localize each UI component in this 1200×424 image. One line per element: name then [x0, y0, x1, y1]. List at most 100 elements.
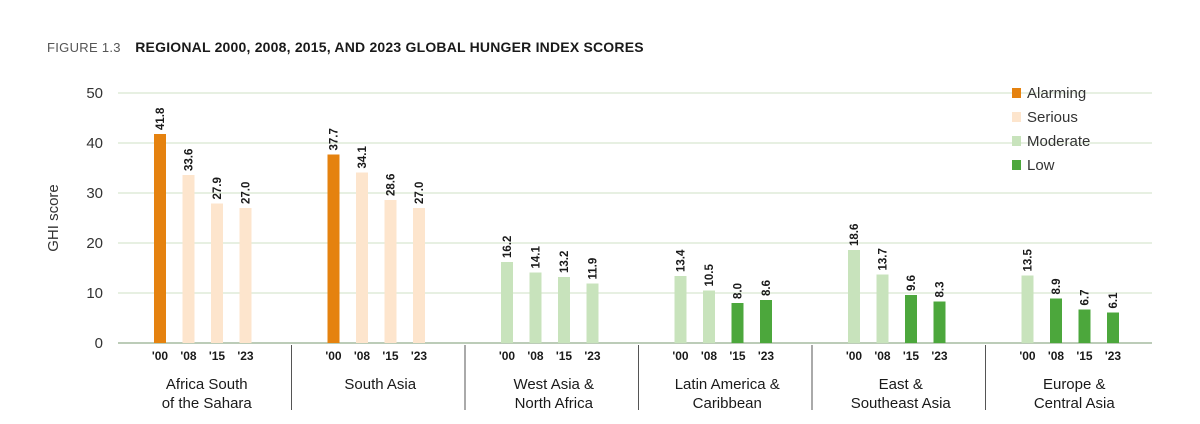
bar — [703, 290, 715, 343]
group-label: Central Asia — [1034, 395, 1116, 412]
x-year-label: '00 — [152, 349, 169, 363]
bar — [1078, 309, 1091, 343]
bar — [674, 276, 687, 343]
bar — [529, 272, 542, 343]
y-tick-label: 20 — [86, 235, 103, 252]
x-year-label: '08 — [1048, 349, 1065, 363]
legend-swatch — [1012, 136, 1021, 146]
bar — [848, 250, 860, 343]
y-tick-label: 10 — [86, 285, 103, 302]
bar — [731, 303, 744, 343]
bar — [933, 301, 946, 343]
data-label: 8.6 — [761, 280, 773, 296]
bar — [876, 274, 889, 343]
bar — [182, 175, 195, 343]
data-label: 37.7 — [329, 128, 341, 150]
legend-label: Serious — [1027, 109, 1078, 126]
bar — [413, 208, 425, 343]
data-label: 34.1 — [357, 146, 369, 169]
x-year-label: '08 — [354, 349, 371, 363]
x-year-label: '15 — [382, 349, 399, 363]
data-label: 6.7 — [1080, 290, 1092, 306]
bar — [760, 300, 772, 343]
bar — [154, 134, 166, 343]
group-label: South Asia — [344, 376, 416, 393]
data-label: 18.6 — [849, 224, 861, 246]
bar — [905, 295, 917, 343]
group-label: Europe & — [1043, 376, 1106, 393]
x-year-label: '08 — [180, 349, 197, 363]
data-label: 28.6 — [386, 174, 398, 196]
bar — [211, 203, 223, 343]
data-label: 16.2 — [502, 236, 514, 258]
x-year-label: '23 — [1105, 349, 1122, 363]
bar — [356, 172, 368, 343]
x-year-label: '23 — [237, 349, 254, 363]
figure-title: REGIONAL 2000, 2008, 2015, AND 2023 GLOB… — [135, 39, 644, 55]
x-year-label: '08 — [527, 349, 544, 363]
x-year-label: '08 — [701, 349, 718, 363]
figure-title-row: FIGURE 1.3 REGIONAL 2000, 2008, 2015, AN… — [47, 39, 644, 57]
data-label: 9.6 — [906, 275, 918, 291]
x-year-label: '23 — [931, 349, 948, 363]
data-label: 27.0 — [241, 182, 253, 204]
y-tick-label: 40 — [86, 135, 103, 152]
y-tick-label: 0 — [95, 335, 103, 352]
data-label: 10.5 — [704, 264, 716, 287]
y-tick-label: 50 — [86, 85, 103, 102]
x-year-label: '15 — [1076, 349, 1093, 363]
bar — [1021, 275, 1034, 343]
legend-swatch — [1012, 112, 1021, 122]
x-year-label: '15 — [903, 349, 920, 363]
group-label: East & — [879, 376, 923, 393]
bar — [586, 283, 599, 343]
bar — [501, 262, 513, 343]
x-year-label: '00 — [1019, 349, 1036, 363]
data-label: 27.0 — [414, 182, 426, 204]
data-label: 13.2 — [559, 251, 571, 273]
data-label: 27.9 — [212, 177, 224, 199]
group-label: of the Sahara — [162, 395, 253, 412]
x-year-label: '23 — [758, 349, 775, 363]
data-label: 11.9 — [588, 258, 600, 280]
data-label: 13.7 — [878, 248, 890, 270]
bar — [384, 200, 397, 343]
bar — [1050, 298, 1062, 343]
x-year-label: '15 — [209, 349, 226, 363]
group-label: Caribbean — [693, 395, 762, 412]
x-year-label: '23 — [411, 349, 428, 363]
data-label: 8.0 — [733, 283, 745, 299]
legend-swatch — [1012, 160, 1021, 170]
data-label: 13.5 — [1023, 249, 1035, 272]
x-year-label: '23 — [584, 349, 601, 363]
data-label: 33.6 — [184, 149, 196, 171]
data-label: 6.1 — [1108, 292, 1120, 309]
group-label: Africa South — [166, 376, 248, 393]
group-label: North Africa — [515, 395, 594, 412]
data-label: 41.8 — [155, 107, 167, 130]
legend-label: Moderate — [1027, 133, 1090, 150]
group-label: Latin America & — [675, 376, 780, 393]
legend-swatch — [1012, 88, 1021, 98]
x-year-label: '00 — [499, 349, 516, 363]
data-label: 14.1 — [531, 246, 543, 269]
x-year-label: '00 — [672, 349, 689, 363]
x-year-label: '15 — [729, 349, 746, 363]
legend-label: Low — [1027, 157, 1055, 174]
legend-label: Alarming — [1027, 85, 1086, 102]
y-axis-title: GHI score — [45, 184, 62, 252]
x-year-label: '15 — [556, 349, 573, 363]
y-tick-label: 30 — [86, 185, 103, 202]
figure-number: FIGURE 1.3 — [47, 40, 121, 55]
bar — [239, 208, 252, 343]
data-label: 8.9 — [1051, 279, 1063, 295]
data-label: 8.3 — [935, 282, 947, 298]
bar — [1107, 312, 1119, 343]
x-year-label: '08 — [874, 349, 891, 363]
x-year-label: '00 — [846, 349, 863, 363]
group-label: West Asia & — [513, 376, 594, 393]
group-label: Southeast Asia — [851, 395, 952, 412]
bar — [327, 154, 340, 343]
bar — [558, 277, 570, 343]
